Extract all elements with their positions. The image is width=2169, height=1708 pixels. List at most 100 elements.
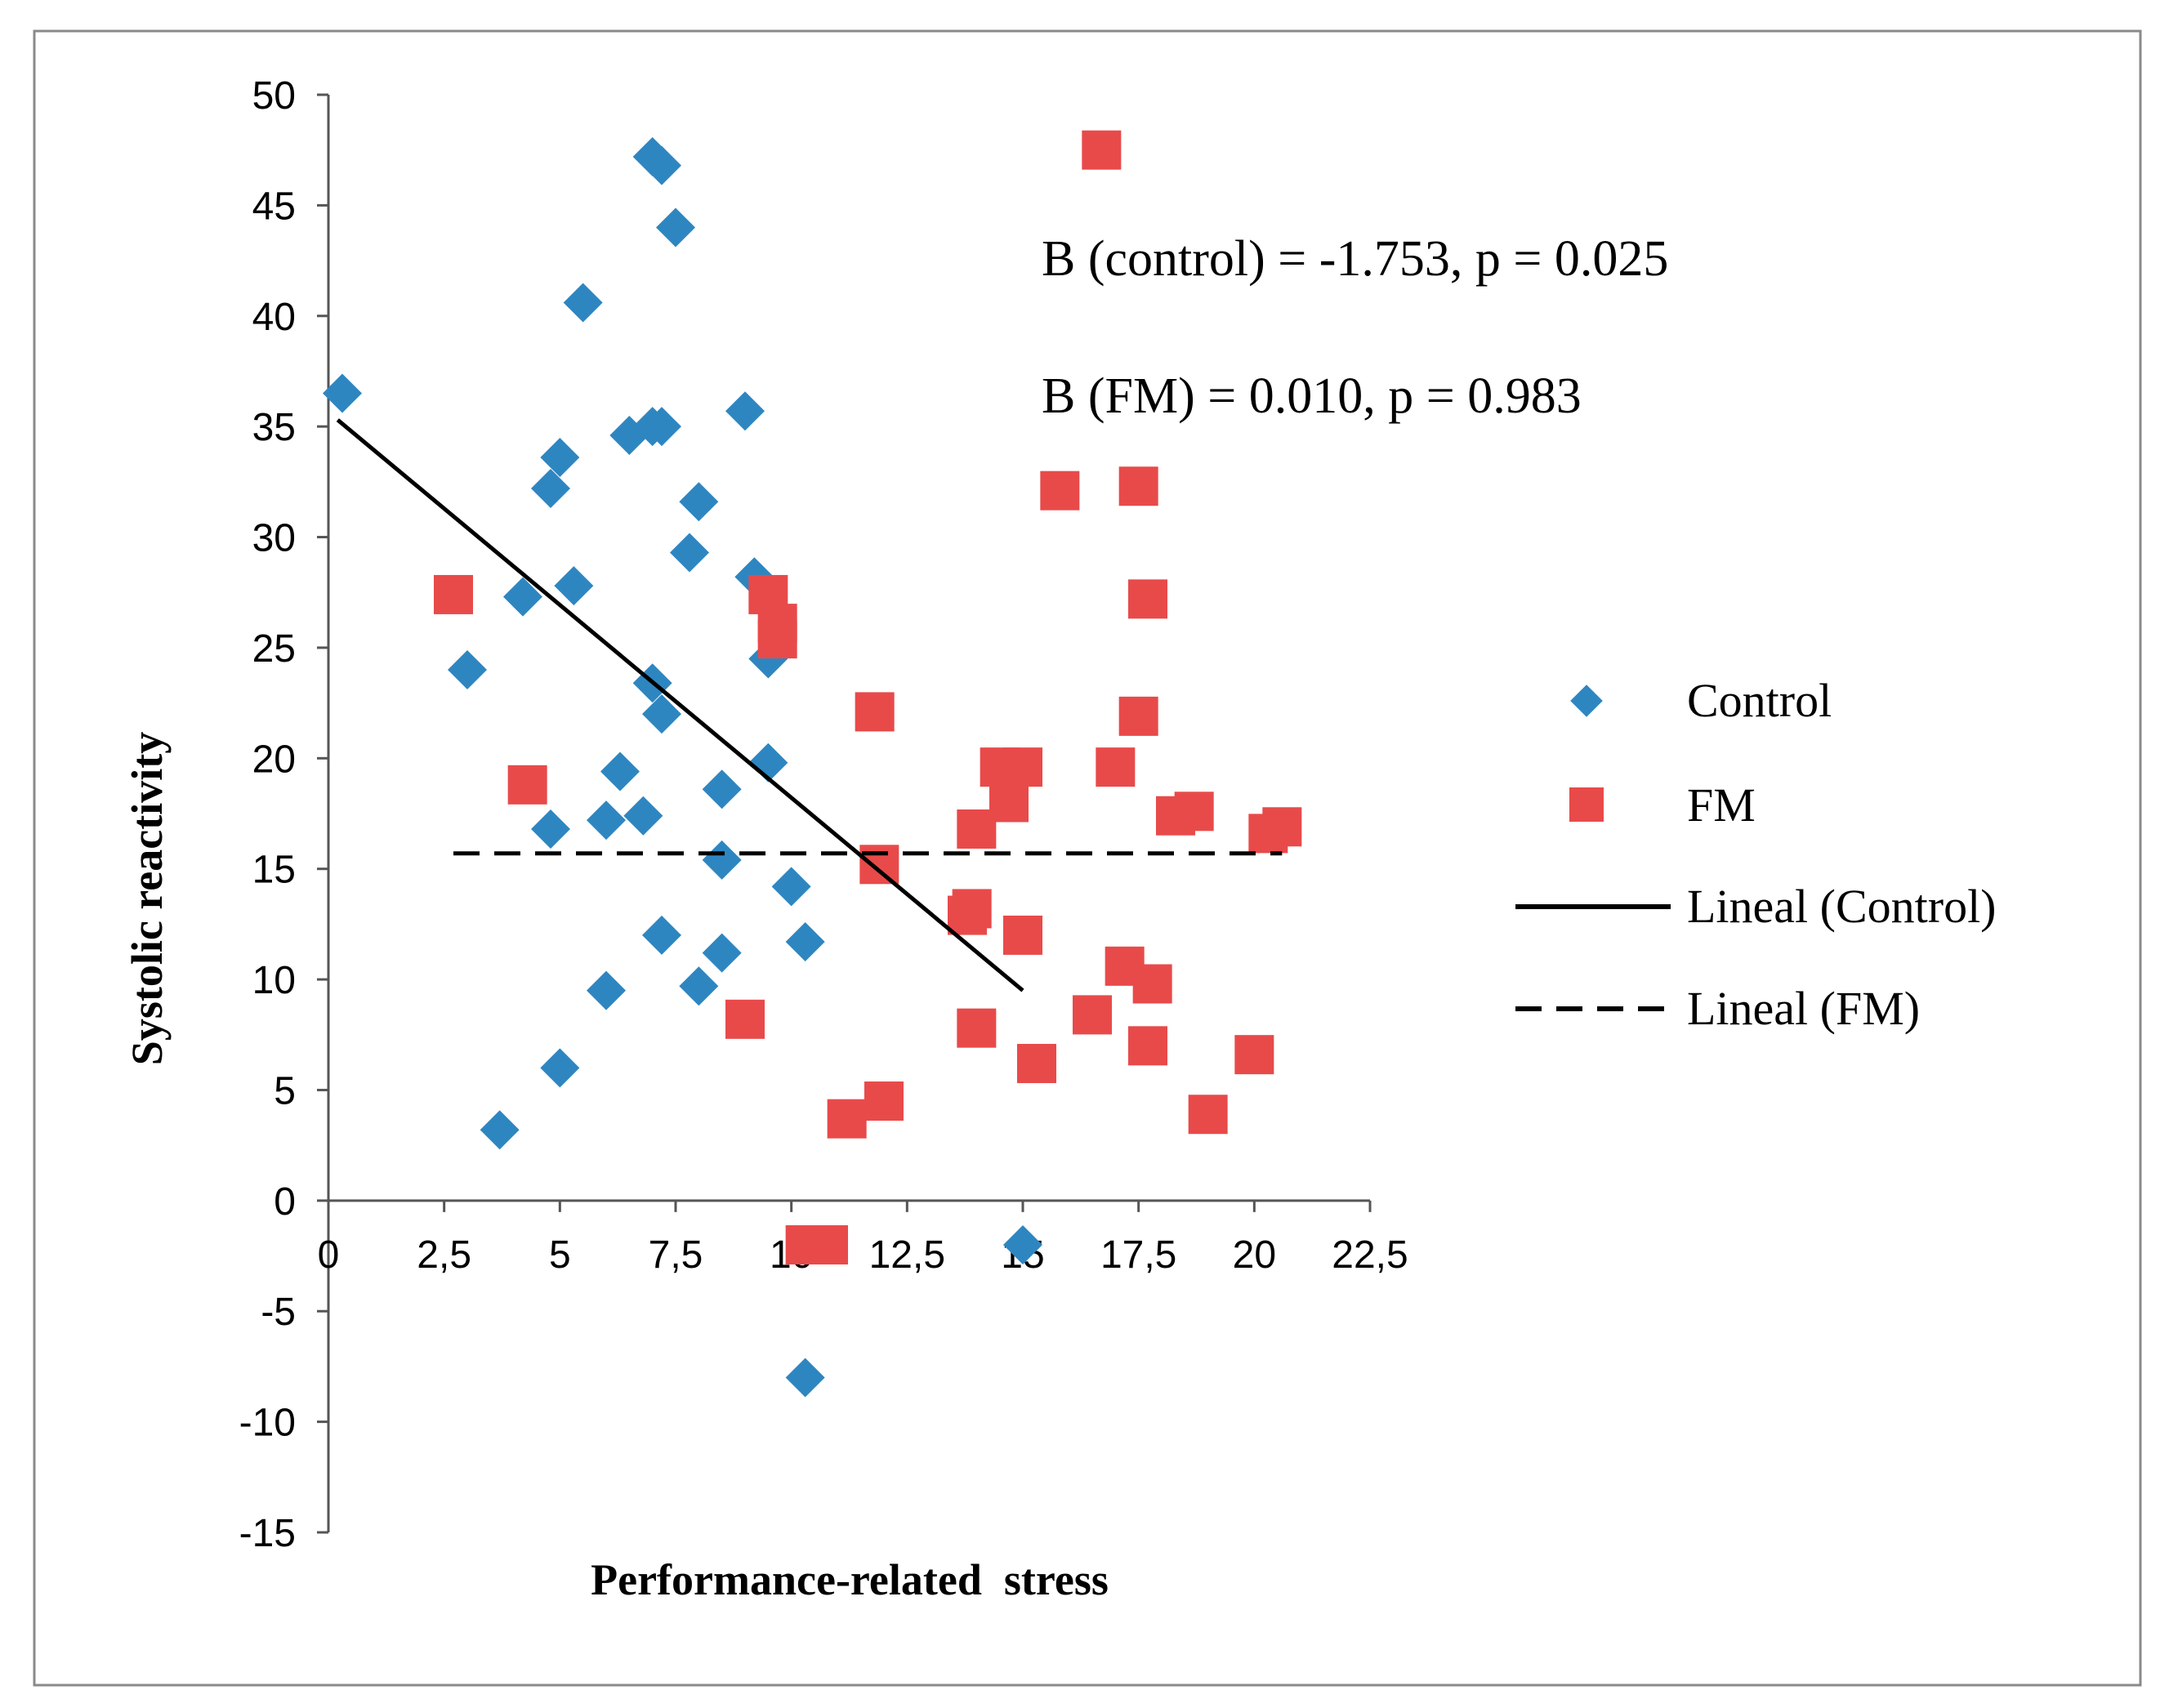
fm-point <box>957 1008 997 1048</box>
legend-label-fm: FM <box>1687 778 1756 832</box>
y-tick-label: 45 <box>252 185 296 228</box>
chart-border <box>33 29 2142 1687</box>
control-point <box>642 694 681 734</box>
y-tick-label: -15 <box>239 1512 296 1555</box>
legend-item-lineal-control: Lineal (Control) <box>1515 880 1997 933</box>
fm-point <box>859 845 899 885</box>
fm-point <box>855 692 895 732</box>
fm-point <box>1073 995 1112 1035</box>
y-axis-title: Systolic reactivity <box>123 732 172 1065</box>
control-point <box>623 796 663 836</box>
y-tick-label: 5 <box>274 1069 296 1113</box>
fm-point <box>809 1225 848 1264</box>
legend-item-lineal-fm: Lineal (FM) <box>1515 982 1920 1035</box>
fm-point <box>725 999 765 1039</box>
y-tick-label: 25 <box>252 627 296 671</box>
fm-point <box>1017 1043 1056 1083</box>
fm-point <box>434 574 473 614</box>
fm-point <box>1082 130 1122 170</box>
fm-point <box>1040 470 1080 511</box>
control-point <box>679 482 719 522</box>
control-point <box>679 966 719 1006</box>
control-point <box>480 1110 520 1150</box>
control-point <box>642 145 681 185</box>
y-tick-label: 40 <box>252 296 296 339</box>
annotation-control: B (control) = -1.753, p = 0.025 <box>1042 231 1668 287</box>
fm-point <box>1118 696 1158 736</box>
fm-point <box>989 783 1029 823</box>
control-point <box>600 751 640 792</box>
x-tick-label: 2,5 <box>417 1233 471 1277</box>
x-tick-label: 12,5 <box>869 1233 945 1277</box>
y-tick-label: 15 <box>252 849 296 892</box>
x-tick-label: 17,5 <box>1100 1233 1176 1277</box>
control-point <box>785 1358 825 1398</box>
x-axis-title: Performance-related stress <box>591 1555 1109 1604</box>
fm-point <box>1003 915 1042 955</box>
control-point <box>642 915 681 955</box>
x-tick-label: 0 <box>318 1233 340 1277</box>
legend-label-control: Control <box>1687 674 1832 727</box>
fm-point <box>864 1081 904 1121</box>
control-point <box>531 468 570 508</box>
y-tick-label: 0 <box>274 1180 296 1224</box>
y-tick-label: -5 <box>261 1291 296 1334</box>
control-point <box>540 438 580 478</box>
legend-item-control: Control <box>1570 674 1832 727</box>
fm-point <box>1128 579 1167 619</box>
control-point <box>540 1048 580 1088</box>
fm-point <box>952 889 992 929</box>
control-point <box>702 769 742 809</box>
legend-label-lineal-control: Lineal (Control) <box>1687 880 1997 933</box>
control-point <box>531 809 570 849</box>
control-point <box>725 391 765 431</box>
control-point <box>670 533 709 573</box>
y-tick-label: 30 <box>252 517 296 560</box>
fm-point <box>1262 807 1302 847</box>
x-tick-label: 20 <box>1233 1233 1276 1277</box>
control-point <box>554 566 594 606</box>
control-point <box>656 207 695 248</box>
trendlines <box>336 418 1283 992</box>
y-tick-label: 20 <box>252 738 296 781</box>
y-tick-label: 50 <box>252 74 296 118</box>
y-tick-label: 35 <box>252 406 296 449</box>
fm-point <box>1003 747 1042 787</box>
fm-point <box>507 765 547 805</box>
control-point <box>323 373 362 413</box>
fm-point <box>1096 747 1136 787</box>
legend-marker-fm <box>1569 787 1604 822</box>
x-tick-label: 5 <box>549 1233 571 1277</box>
control-point <box>771 867 811 907</box>
x-tick-label: 22,5 <box>1332 1233 1408 1277</box>
control-point <box>587 800 626 841</box>
control-point <box>448 650 487 689</box>
fm-point <box>827 1099 867 1139</box>
fm-point <box>1188 1095 1228 1135</box>
control-point <box>503 577 542 617</box>
control-point <box>1003 1225 1042 1264</box>
control-point <box>785 922 825 962</box>
control-point <box>702 840 742 880</box>
fm-point <box>1132 964 1172 1004</box>
control-point <box>587 970 626 1010</box>
legend-item-fm: FM <box>1569 778 1756 832</box>
legend-marker-control <box>1570 685 1603 717</box>
fm-point <box>1234 1035 1274 1075</box>
y-tick-label: 10 <box>252 959 296 1002</box>
data-points <box>323 130 1302 1398</box>
x-tick-label: 7,5 <box>649 1233 703 1277</box>
annotation-fm: B (FM) = 0.010, p = 0.983 <box>1042 368 1582 424</box>
control-point <box>702 933 742 973</box>
control-point <box>642 407 681 447</box>
fm-point <box>1118 466 1158 506</box>
fm-point <box>1174 792 1214 832</box>
lineal-control-trendline <box>336 418 1024 992</box>
legend-label-lineal-fm: Lineal (FM) <box>1687 982 1920 1035</box>
control-point <box>563 283 603 323</box>
legend: Control FM Lineal (Control) Lineal (FM) <box>1515 674 1997 1035</box>
fm-point <box>757 619 797 659</box>
